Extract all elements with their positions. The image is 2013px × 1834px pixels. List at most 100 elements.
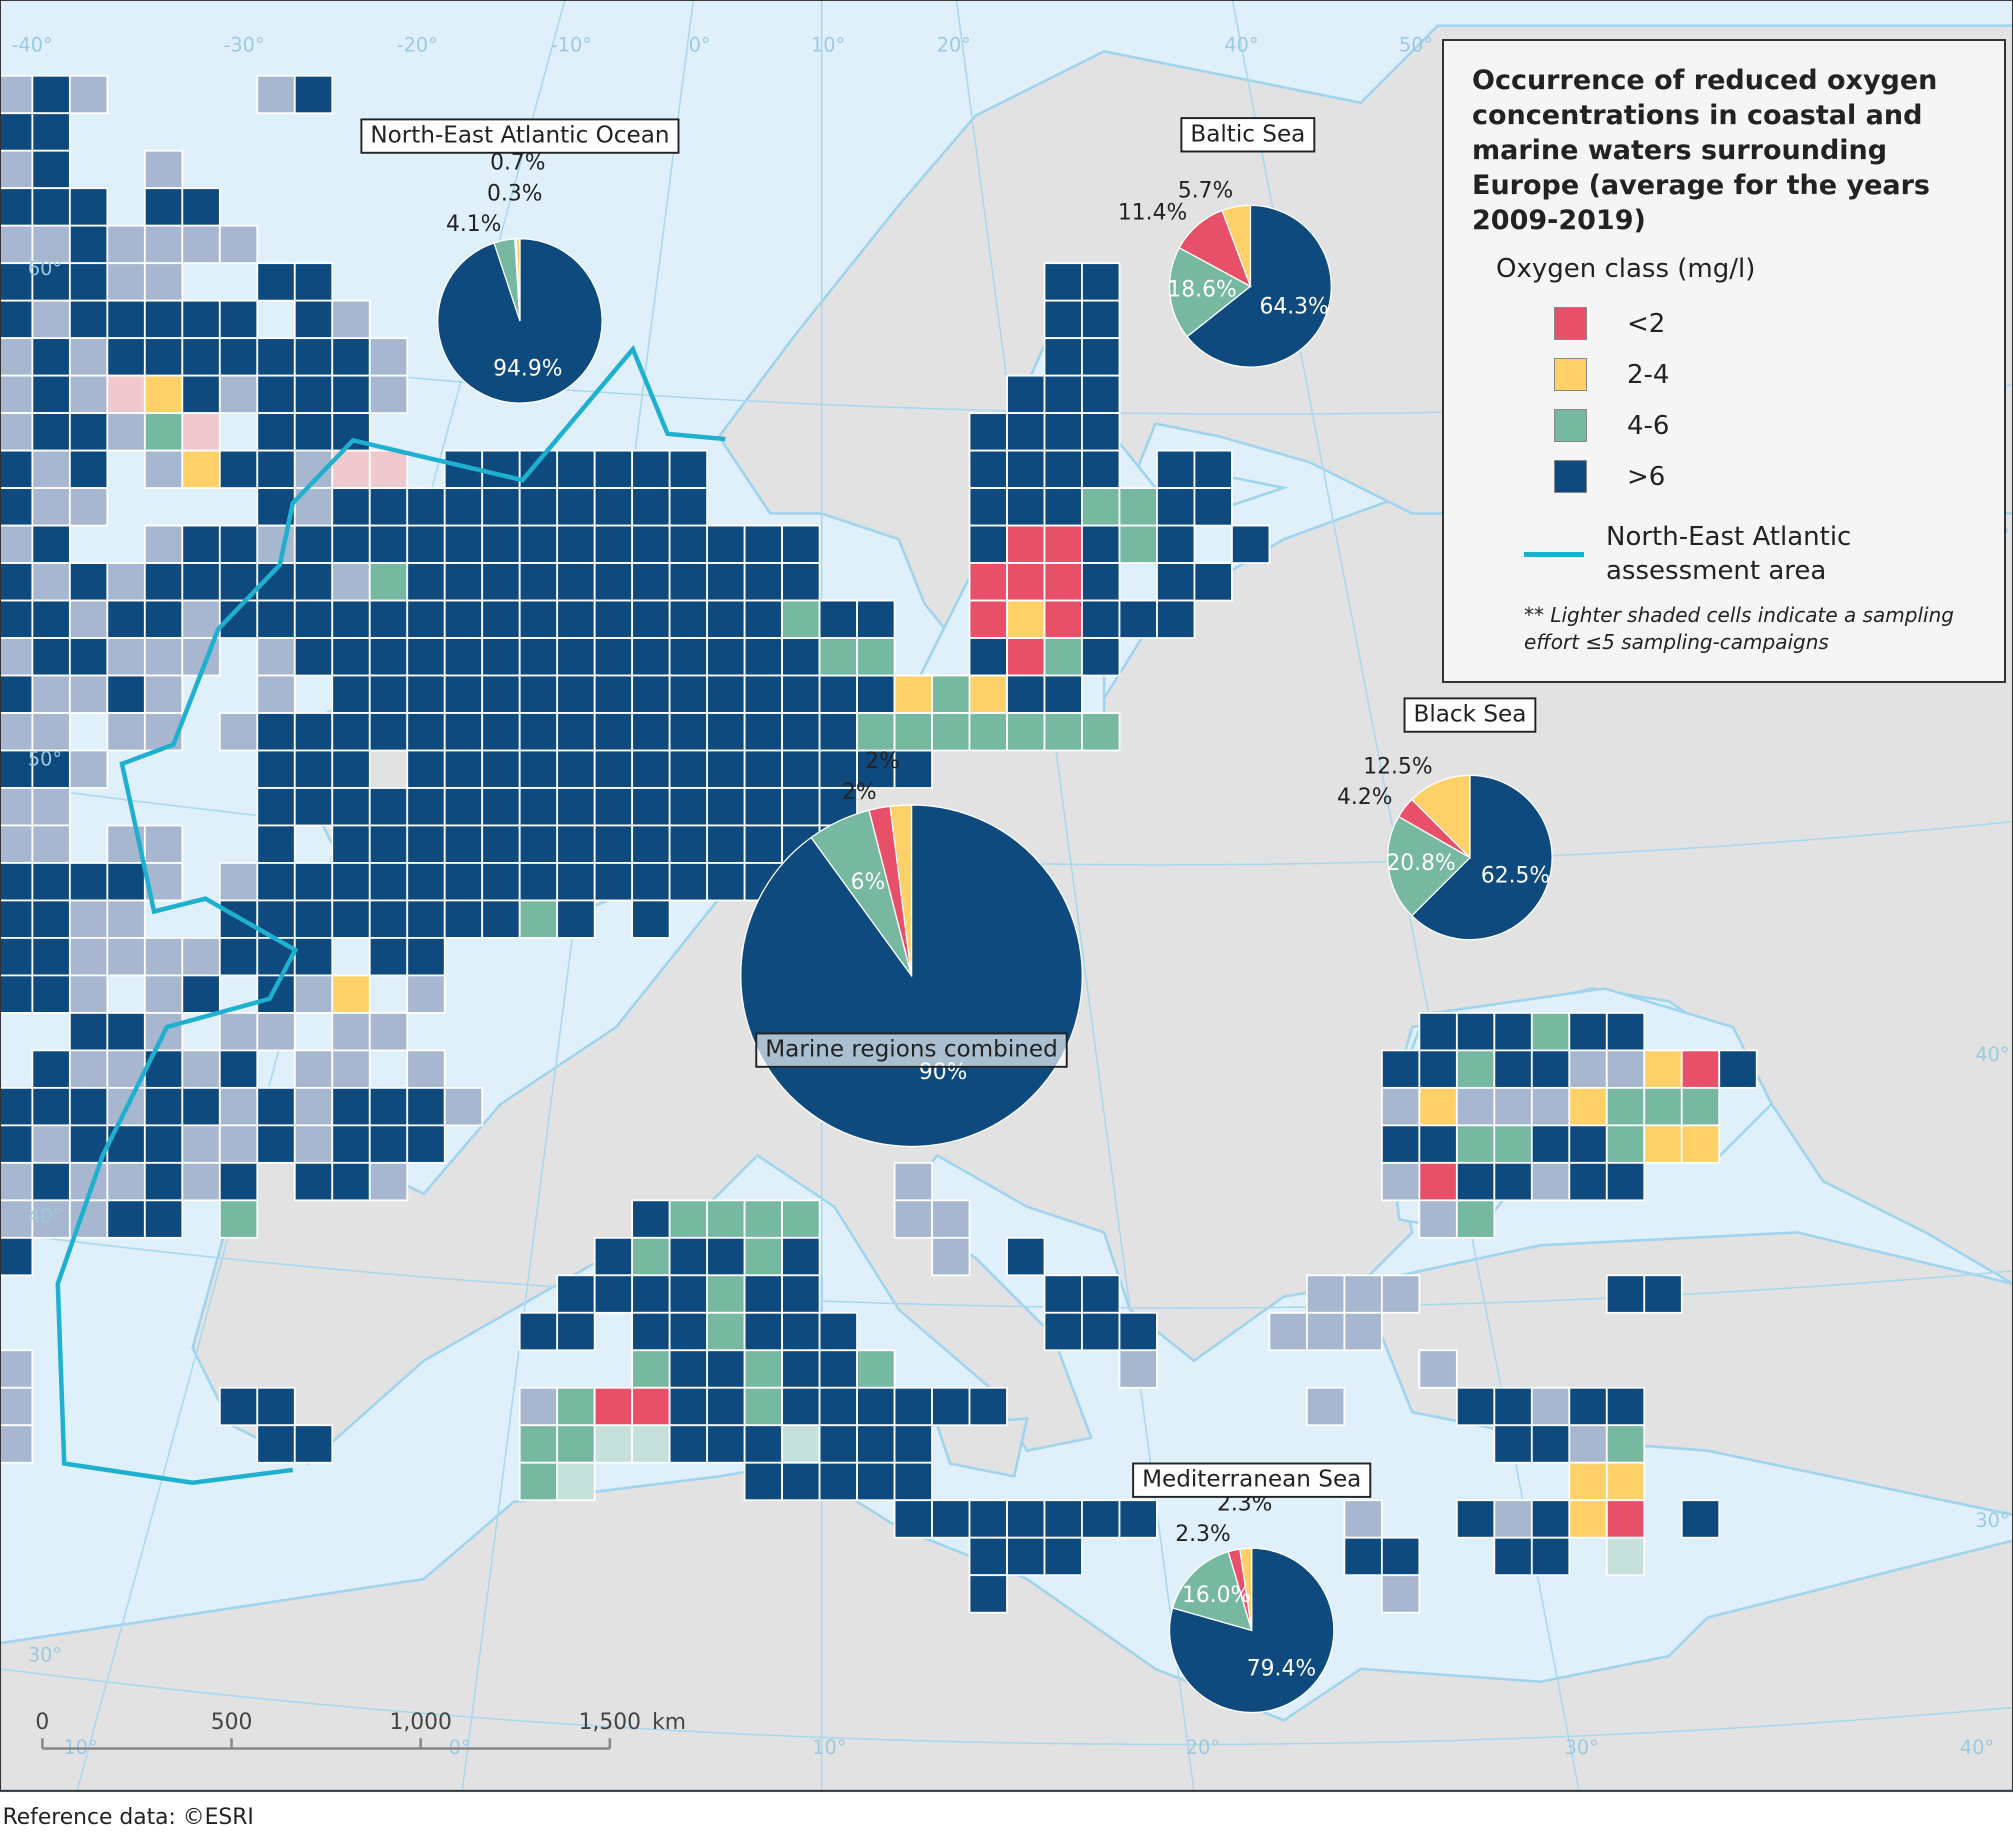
grid-cell [706,749,746,789]
pie-value-label: 2.3% [1175,1522,1230,1547]
grid-cell [1081,712,1121,752]
grid-cell [593,637,634,677]
grid-cell [106,337,146,377]
grid-cell [593,562,634,602]
grid-cell [1568,1011,1608,1052]
grid-cell [106,562,146,602]
grid-cell [668,1274,709,1314]
grid-cell [631,1274,671,1314]
grid-cell [668,712,709,752]
grid-cell [1043,1499,1083,1539]
grid-cell [593,449,634,489]
grid-cell [331,1124,371,1164]
grid-cell [106,1011,146,1052]
grid-cell [781,1349,821,1389]
pie-slice [1221,204,1252,287]
pie-slice [515,238,521,321]
grid-cell [668,824,709,864]
legend-label: >6 [1627,461,1666,492]
grid-cell [518,599,559,639]
grid-cell [556,1311,596,1352]
grid-cell [631,1199,671,1239]
grid-cell [143,1124,184,1164]
grid-cell [368,637,409,677]
grid-cell [143,224,184,265]
grid-cell [31,637,71,677]
graticule-label: -10° [551,34,592,57]
grid-cell [1605,1011,1646,1052]
grid-cell [256,262,296,302]
grid-cell [818,637,858,677]
graticule-label: -20° [397,34,438,57]
grid-cell [518,487,559,527]
grid-cell [68,187,109,227]
grid-cell [593,787,634,827]
pie: 79.4%16.0%2.3%2.3%Mediterranean Sea [1132,1462,1372,1714]
pie-value-label: 0.3% [487,181,542,206]
grid-cell [668,1424,709,1464]
grid-cell [256,974,296,1014]
graticule-label: 30° [1565,1736,1599,1759]
grid-cell [256,1124,296,1164]
grid-cell [1530,1536,1571,1577]
grid-cell [68,637,109,677]
grid-cell [781,1386,821,1427]
grid-cell [256,862,296,902]
grid-cell [1156,449,1196,489]
grid-cell [0,74,34,115]
grid-cell [781,712,821,752]
scale-bar: 0 500 1,000 1,500 km [35,1710,686,1750]
grid-cell [181,937,221,977]
grid-cell [556,1274,596,1314]
grid-cell [31,974,71,1014]
grid-cell [368,449,409,489]
grid-cell [931,1199,971,1239]
grid-cell [106,412,146,452]
grid-cell [631,599,671,639]
grid-cell [331,749,371,789]
grid-cell [256,599,296,639]
grid-cell [856,674,896,714]
grid-cell [1043,524,1083,564]
grid-cell [518,524,559,564]
grid-cell [668,449,709,489]
grid-cell [518,674,559,714]
grid-cell [743,524,783,564]
grid-cell [631,862,671,902]
pie-title-box [1403,697,1537,733]
grid-cell [406,862,446,902]
grid-cell [481,862,521,902]
grid-cell [31,712,71,752]
grid-cell [406,1086,446,1127]
grid-cell [631,487,671,527]
grid-cell [631,749,671,789]
grid-cell [481,674,521,714]
grid-cell [818,1461,858,1502]
grid-cell [668,599,709,639]
grid-cell [31,74,71,115]
grid-cell [743,712,783,752]
grid-cell [256,412,296,452]
grid-cell [0,1161,34,1202]
grid-cell [1493,1086,1533,1127]
grid-cell [406,562,446,602]
grid-cell [893,1499,933,1539]
grid-cell [743,674,783,714]
grid-cell [181,1124,221,1164]
grid-cell [968,562,1008,602]
grid-cell [31,112,71,152]
grid-cell [256,374,296,415]
grid-cell [0,112,34,152]
grid-cell [1530,1124,1571,1164]
grid-cell [893,749,933,789]
pie-value-label: 4.1% [446,212,501,237]
grid-cell [781,1199,821,1239]
pies: 94.9% 4.1% 0.3% 0.7%North-East Atlantic Oce… [360,117,1553,1714]
grid-cell [1568,1049,1608,1089]
grid-cell [818,1349,858,1389]
grid-cell [218,524,259,564]
grid-cell [256,1386,296,1427]
grid-cell [631,1236,671,1277]
grid-cell [143,149,184,190]
grid-cell [1006,637,1046,677]
